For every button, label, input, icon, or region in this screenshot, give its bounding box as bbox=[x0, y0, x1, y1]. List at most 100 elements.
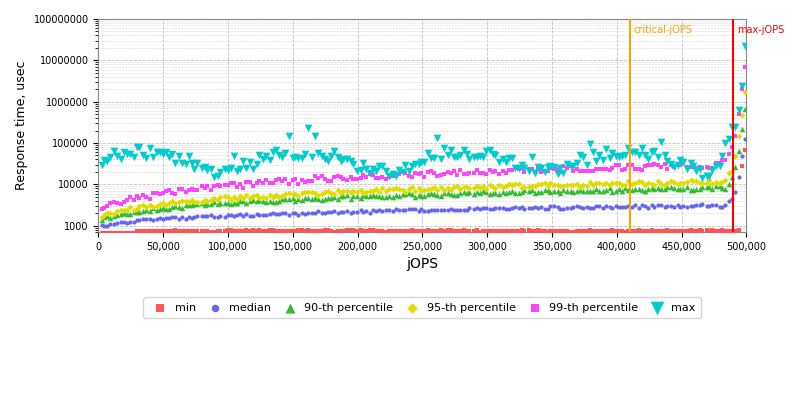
95-th percentile bbox=[201, 198, 214, 204]
95-th percentile bbox=[506, 182, 518, 188]
95-th percentile bbox=[340, 188, 353, 194]
max bbox=[458, 147, 470, 153]
99-th percentile bbox=[542, 168, 554, 174]
99-th percentile bbox=[547, 166, 560, 172]
99-th percentile bbox=[98, 205, 110, 211]
max bbox=[121, 150, 134, 157]
90-th percentile bbox=[98, 214, 110, 220]
max bbox=[108, 147, 121, 154]
90-th percentile bbox=[124, 211, 137, 217]
max bbox=[409, 161, 422, 167]
90-th percentile bbox=[496, 188, 509, 195]
min bbox=[205, 228, 218, 235]
min bbox=[694, 227, 706, 233]
max bbox=[674, 157, 686, 164]
99-th percentile bbox=[211, 182, 224, 188]
90-th percentile bbox=[221, 200, 234, 206]
max bbox=[182, 153, 195, 160]
99-th percentile bbox=[231, 184, 244, 190]
95-th percentile bbox=[409, 188, 422, 194]
90-th percentile bbox=[534, 189, 547, 196]
99-th percentile bbox=[286, 177, 299, 183]
95-th percentile bbox=[221, 194, 234, 200]
median bbox=[179, 215, 192, 222]
min bbox=[477, 228, 490, 234]
median bbox=[121, 219, 134, 226]
99-th percentile bbox=[716, 157, 729, 164]
min bbox=[590, 227, 602, 234]
min bbox=[480, 228, 493, 234]
99-th percentile bbox=[434, 172, 447, 178]
99-th percentile bbox=[694, 163, 706, 170]
min bbox=[351, 228, 364, 234]
90-th percentile bbox=[289, 198, 302, 204]
90-th percentile bbox=[327, 194, 340, 200]
99-th percentile bbox=[610, 162, 622, 168]
median bbox=[344, 210, 357, 216]
99-th percentile bbox=[652, 162, 665, 168]
99-th percentile bbox=[306, 178, 318, 184]
max bbox=[191, 160, 204, 166]
max bbox=[205, 166, 218, 172]
max bbox=[626, 148, 638, 155]
max bbox=[671, 162, 684, 168]
99-th percentile bbox=[240, 179, 253, 186]
min bbox=[221, 227, 234, 234]
99-th percentile bbox=[531, 165, 544, 171]
max bbox=[376, 163, 389, 169]
median bbox=[646, 202, 658, 208]
median bbox=[195, 213, 208, 219]
90-th percentile bbox=[418, 193, 430, 199]
95-th percentile bbox=[648, 182, 661, 188]
90-th percentile bbox=[622, 186, 635, 193]
median bbox=[610, 203, 622, 209]
90-th percentile bbox=[154, 206, 166, 212]
99-th percentile bbox=[393, 171, 406, 178]
90-th percentile bbox=[214, 200, 226, 206]
90-th percentile bbox=[586, 188, 599, 194]
95-th percentile bbox=[124, 204, 137, 210]
median bbox=[172, 216, 185, 222]
min bbox=[554, 228, 567, 235]
median bbox=[590, 203, 602, 210]
95-th percentile bbox=[205, 197, 218, 203]
min bbox=[567, 228, 580, 235]
99-th percentile bbox=[606, 164, 618, 171]
99-th percentile bbox=[538, 168, 551, 175]
max bbox=[188, 166, 201, 172]
90-th percentile bbox=[279, 196, 292, 202]
90-th percentile bbox=[250, 198, 263, 205]
min bbox=[150, 227, 163, 234]
95-th percentile bbox=[154, 201, 166, 208]
99-th percentile bbox=[159, 188, 172, 194]
95-th percentile bbox=[726, 168, 738, 174]
median bbox=[577, 204, 590, 211]
min bbox=[111, 230, 124, 236]
90-th percentile bbox=[642, 186, 655, 192]
95-th percentile bbox=[489, 184, 502, 191]
95-th percentile bbox=[547, 182, 560, 188]
90-th percentile bbox=[529, 190, 542, 196]
median bbox=[351, 208, 364, 215]
min bbox=[263, 227, 276, 234]
median bbox=[629, 202, 642, 208]
max bbox=[438, 144, 450, 151]
min bbox=[518, 228, 531, 234]
max bbox=[143, 144, 156, 151]
max bbox=[422, 150, 434, 156]
95-th percentile bbox=[270, 192, 282, 198]
median bbox=[393, 207, 406, 214]
95-th percentile bbox=[382, 186, 395, 192]
90-th percentile bbox=[726, 174, 738, 180]
min bbox=[172, 228, 185, 234]
95-th percentile bbox=[306, 189, 318, 195]
median bbox=[386, 208, 399, 214]
90-th percentile bbox=[506, 188, 518, 194]
min bbox=[534, 228, 547, 234]
max bbox=[565, 162, 578, 169]
min bbox=[208, 228, 221, 235]
95-th percentile bbox=[483, 182, 496, 188]
max bbox=[354, 167, 367, 173]
median bbox=[557, 206, 570, 212]
median bbox=[95, 222, 108, 228]
